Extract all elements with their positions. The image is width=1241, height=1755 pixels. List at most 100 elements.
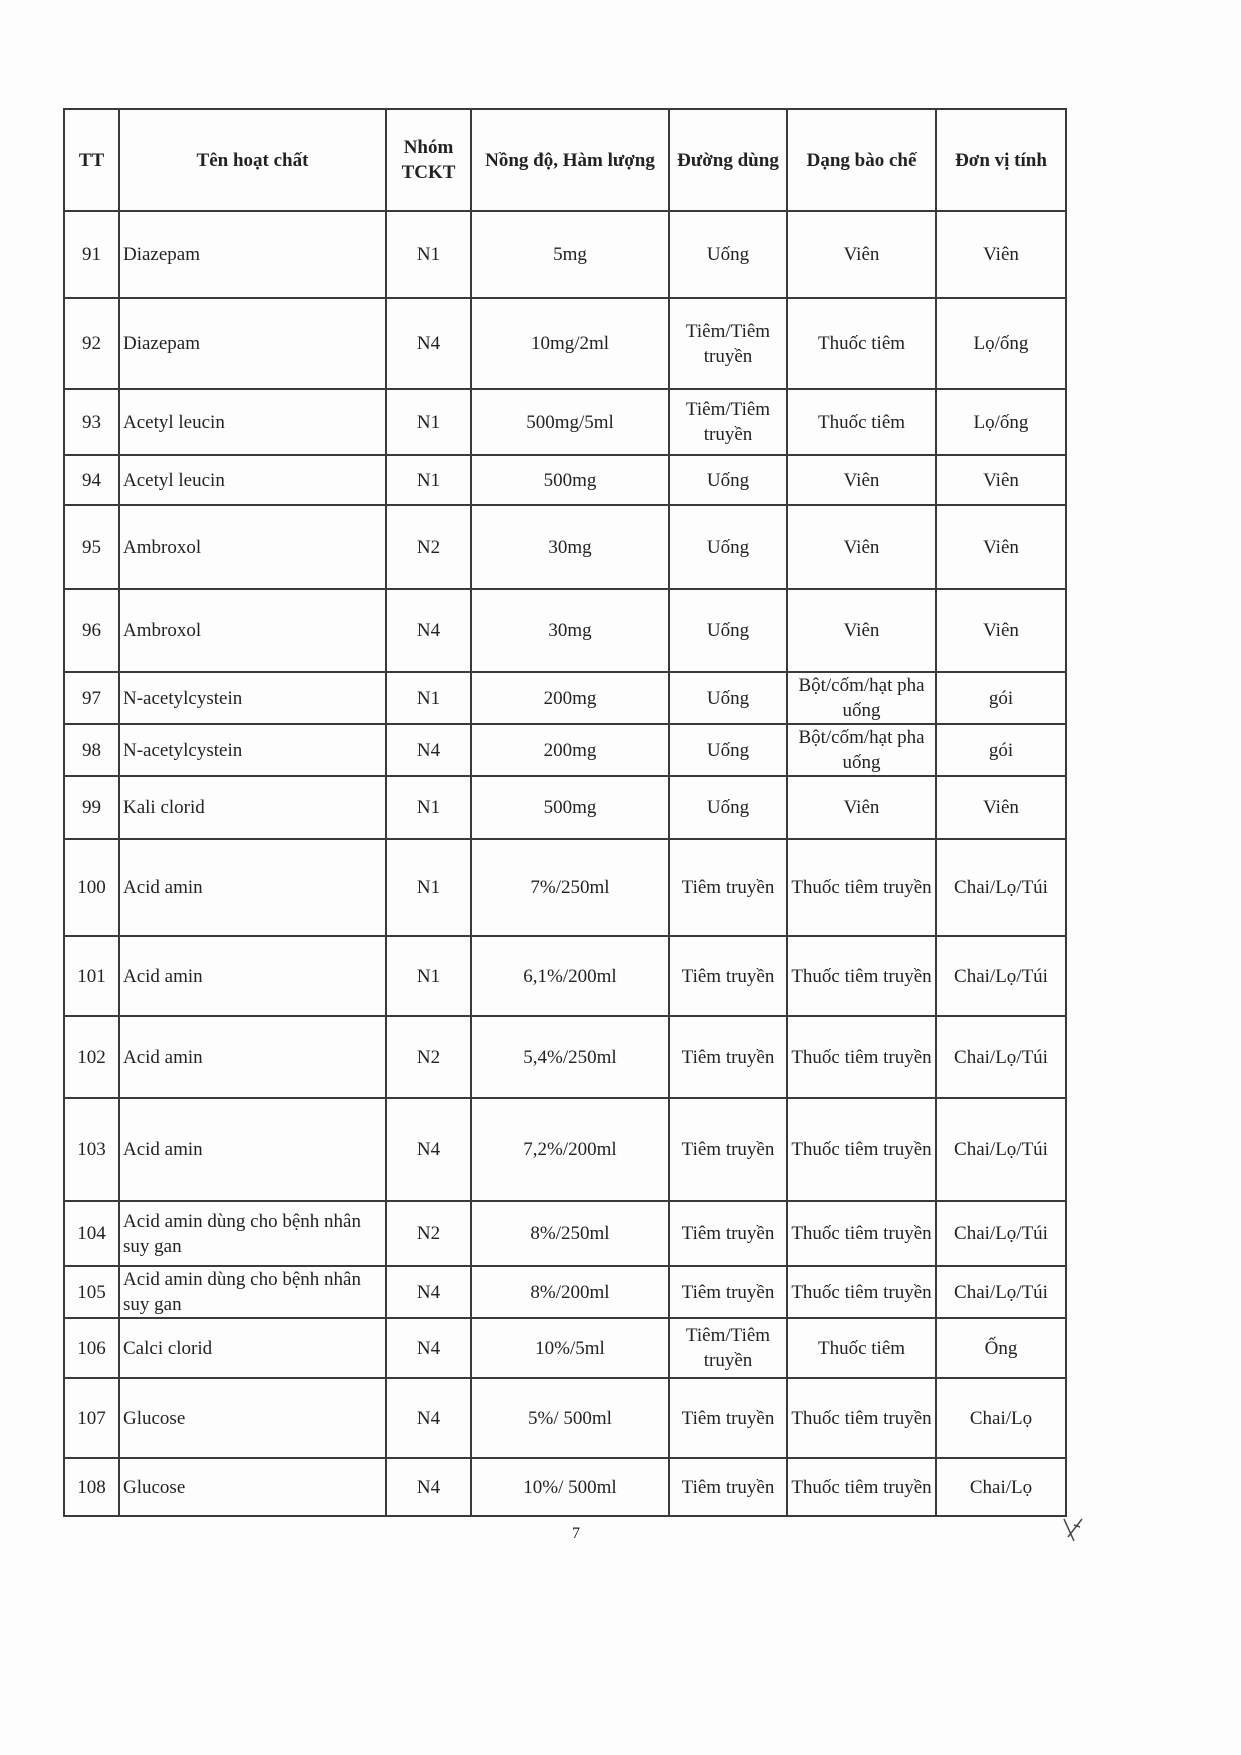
cell-name: Acid amin [118,838,387,937]
table-row: 107 Glucose N4 5%/ 500ml Tiêm truyền Thuốc ti… [63,1377,1067,1459]
cell-route: Uống [668,454,788,506]
cell-name: Diazepam [118,210,387,299]
cell-unit: gói [935,671,1067,725]
cell-form: Thuốc tiêm truyền [786,1200,937,1267]
cell-unit: Viên [935,588,1067,673]
cell-group: N1 [385,671,472,725]
cell-name: Glucose [118,1377,387,1459]
cell-strength: 5%/ 500ml [470,1377,670,1459]
cell-unit: Chai/Lọ/Túi [935,1097,1067,1202]
cell-form: Viên [786,775,937,840]
cell-name: Acid amin dùng cho bệnh nhân suy gan [118,1265,387,1319]
cell-form: Thuốc tiêm [786,1317,937,1379]
table-row: 108 Glucose N4 10%/ 500ml Tiêm truyền Thuốc t… [63,1457,1067,1517]
cell-group: N4 [385,1265,472,1319]
table-row: 105 Acid amin dùng cho bệnh nhân suy gan N… [63,1265,1067,1319]
cell-unit: Viên [935,454,1067,506]
cell-form: Viên [786,454,937,506]
cell-strength: 10mg/2ml [470,297,670,390]
header-form: Dạng bào chế [786,108,937,212]
cell-group: N4 [385,723,472,777]
cell-route: Uống [668,504,788,590]
cell-name: N-acetylcystein [118,723,387,777]
table-row: 98 N-acetylcystein N4 200mg Uống Bột/cốm/hạt … [63,723,1067,777]
cell-form: Thuốc tiêm truyền [786,838,937,937]
cell-name: Acid amin [118,935,387,1017]
cell-strength: 5mg [470,210,670,299]
page-number: 7 [572,1525,580,1542]
cell-form: Thuốc tiêm truyền [786,1015,937,1099]
header-unit: Đơn vị tính [935,108,1067,212]
cell-group: N4 [385,588,472,673]
cell-group: N1 [385,454,472,506]
cell-tt: 106 [63,1317,120,1379]
cell-tt: 108 [63,1457,120,1517]
cell-route: Tiêm truyền [668,1015,788,1099]
cell-unit: Chai/Lọ/Túi [935,1200,1067,1267]
cell-form: Thuốc tiêm [786,297,937,390]
table-row: 91 Diazepam N1 5mg Uống Viên Viên [63,210,1067,299]
cell-form: Thuốc tiêm [786,388,937,456]
cell-unit: Chai/Lọ [935,1457,1067,1517]
cell-unit: Ống [935,1317,1067,1379]
table-row: 95 Ambroxol N2 30mg Uống Viên Viên [63,504,1067,590]
cell-group: N2 [385,1200,472,1267]
table-row: 94 Acetyl leucin N1 500mg Uống Viên Viên [63,454,1067,506]
cell-name: Acid amin [118,1097,387,1202]
cell-tt: 100 [63,838,120,937]
cell-unit: Viên [935,210,1067,299]
table-row: 99 Kali clorid N1 500mg Uống Viên Viên [63,775,1067,840]
cell-strength: 10%/5ml [470,1317,670,1379]
cell-unit: Viên [935,504,1067,590]
cell-tt: 96 [63,588,120,673]
cell-unit: Lọ/ống [935,388,1067,456]
cell-form: Thuốc tiêm truyền [786,1457,937,1517]
cell-route: Uống [668,671,788,725]
cell-tt: 101 [63,935,120,1017]
cell-strength: 5,4%/250ml [470,1015,670,1099]
table-row: 92 Diazepam N4 10mg/2ml Tiêm/Tiêm truyền Thuố… [63,297,1067,390]
cell-tt: 99 [63,775,120,840]
cell-name: Ambroxol [118,588,387,673]
cell-route: Uống [668,588,788,673]
header-tt: TT [63,108,120,212]
cell-route: Tiêm truyền [668,1265,788,1319]
cell-route: Tiêm truyền [668,1457,788,1517]
cell-group: N4 [385,1457,472,1517]
table-row: 103 Acid amin N4 7,2%/200ml Tiêm truyền Thuốc… [63,1097,1067,1202]
cell-form: Viên [786,210,937,299]
cell-tt: 102 [63,1015,120,1099]
cell-strength: 200mg [470,671,670,725]
cell-name: Acetyl leucin [118,388,387,456]
cell-name: Acid amin dùng cho bệnh nhân suy gan [118,1200,387,1267]
cell-strength: 7,2%/200ml [470,1097,670,1202]
cell-tt: 95 [63,504,120,590]
cell-form: Thuốc tiêm truyền [786,1097,937,1202]
cell-form: Bột/cốm/hạt pha uống [786,723,937,777]
cell-strength: 7%/250ml [470,838,670,937]
cell-strength: 500mg [470,454,670,506]
table-row: 93 Acetyl leucin N1 500mg/5ml Tiêm/Tiêm truy… [63,388,1067,456]
table-row: 101 Acid amin N1 6,1%/200ml Tiêm truyền Thuốc… [63,935,1067,1017]
cell-group: N4 [385,1377,472,1459]
table-row: 100 Acid amin N1 7%/250ml Tiêm truyền Thuốc t… [63,838,1067,937]
cell-form: Viên [786,588,937,673]
cell-route: Tiêm truyền [668,935,788,1017]
cell-group: N4 [385,297,472,390]
cell-route: Tiêm truyền [668,1097,788,1202]
cell-strength: 500mg/5ml [470,388,670,456]
header-route: Đường dùng [668,108,788,212]
table-row: 102 Acid amin N2 5,4%/250ml Tiêm truyền Thuốc… [63,1015,1067,1099]
cell-unit: Chai/Lọ/Túi [935,838,1067,937]
cell-name: Diazepam [118,297,387,390]
cell-unit: Chai/Lọ/Túi [935,1015,1067,1099]
cell-tt: 92 [63,297,120,390]
cell-group: N1 [385,210,472,299]
drug-table: TT Tên hoạt chất Nhóm TCKT Nồng độ, Hàm … [63,108,1067,1517]
cell-unit: Chai/Lọ/Túi [935,1265,1067,1319]
cell-tt: 93 [63,388,120,456]
table-row: 97 N-acetylcystein N1 200mg Uống Bột/cốm/hạt … [63,671,1067,725]
cell-form: Bột/cốm/hạt pha uống [786,671,937,725]
cell-form: Viên [786,504,937,590]
